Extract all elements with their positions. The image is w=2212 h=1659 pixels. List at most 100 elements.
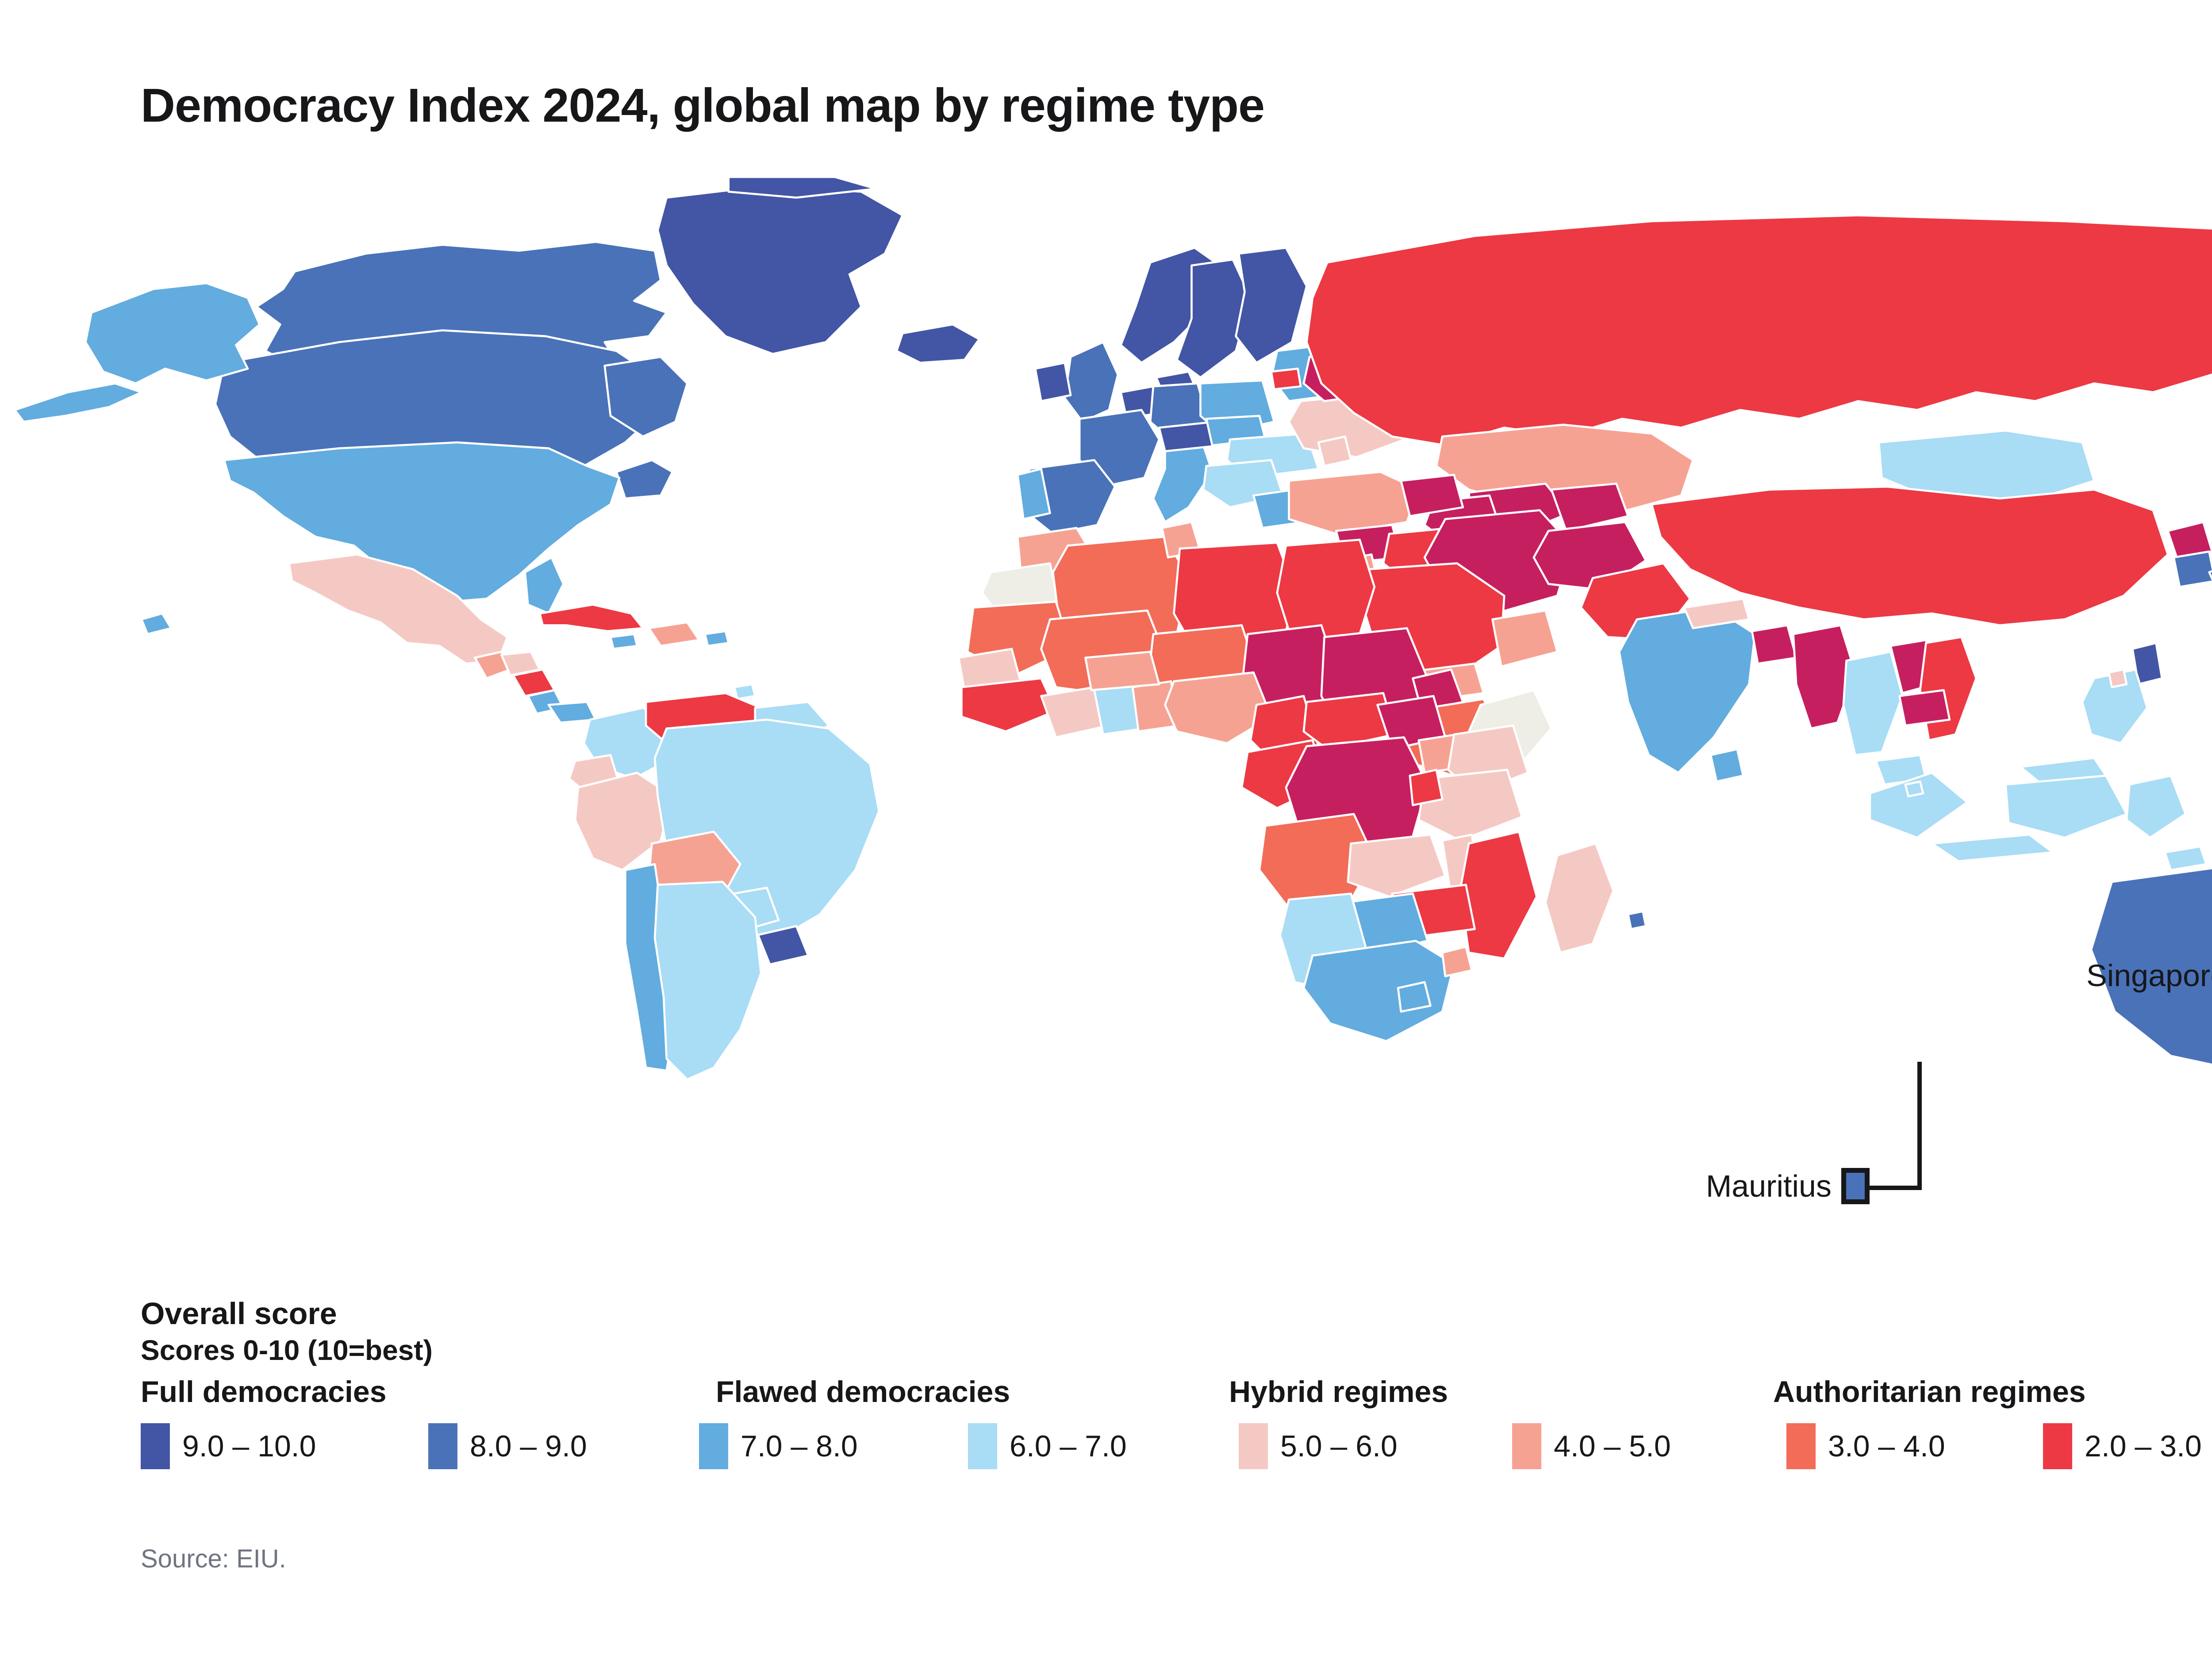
region-myanmar [1792, 624, 1856, 730]
region-mongolia [1878, 430, 2095, 503]
legend-label-8-9: 8.0 – 9.0 [470, 1429, 587, 1463]
region-cambodia [1898, 689, 1951, 727]
region-east-timor [2164, 845, 2208, 871]
legend-label-4-5: 4.0 – 5.0 [1554, 1429, 1671, 1463]
legend-label-2-3: 2.0 – 3.0 [2085, 1429, 2202, 1463]
legend-group-headings: Full democracies Flawed democracies Hybr… [141, 1375, 2212, 1415]
region-cuba [538, 603, 644, 632]
singapore-label: Singapore [2086, 958, 2212, 993]
region-tajikistan-kyrgyzstan [1550, 483, 1629, 532]
legend-group-authoritarian-regimes: Authoritarian regimes [1773, 1375, 2086, 1409]
region-zambia [1347, 833, 1447, 898]
legend-label-9-10: 9.0 – 10.0 [182, 1429, 316, 1463]
region-haiti-dominican [648, 621, 700, 647]
legend-item-6-7[interactable]: 6.0 – 7.0 [968, 1423, 1127, 1469]
region-ireland [1034, 361, 1072, 403]
region-mauritius-dot [1627, 910, 1647, 930]
region-rwanda-burundi [1409, 768, 1444, 806]
legend-swatch-4-5 [1512, 1423, 1541, 1469]
legend-swatches: 9.0 – 10.0 8.0 – 9.0 7.0 – 8.0 6.0 – 7.0… [141, 1423, 2212, 1481]
region-turkey [1288, 471, 1420, 535]
region-aleutians [14, 382, 143, 423]
region-russia-kaliningrad [1270, 368, 1302, 391]
legend-swatch-2-3 [2043, 1423, 2072, 1469]
mauritius-leader [1859, 1062, 1922, 1190]
region-usa-florida [524, 556, 565, 614]
world-choropleth-map [0, 177, 2212, 1305]
region-singapore-dot [1904, 780, 1924, 798]
region-uk [1064, 341, 1119, 423]
legend-item-8-9[interactable]: 8.0 – 9.0 [428, 1423, 587, 1469]
region-mozambique [1459, 830, 1538, 960]
region-south-korea [2173, 550, 2212, 588]
region-indonesia-borneo [2005, 775, 2128, 839]
legend: Overall score Scores 0-10 (10=best) Full… [141, 1296, 2212, 1481]
region-canada-labrador [603, 356, 688, 438]
region-panama [547, 701, 597, 724]
legend-item-7-8[interactable]: 7.0 – 8.0 [699, 1423, 858, 1469]
region-canada-maritimes [615, 459, 674, 499]
legend-subheading: Scores 0-10 (10=best) [141, 1334, 433, 1366]
region-philippines [2081, 668, 2148, 745]
region-uruguay [757, 925, 810, 966]
legend-group-hybrid-regimes: Hybrid regimes [1229, 1375, 1448, 1409]
region-argentina [653, 881, 762, 1081]
region-moldova [1317, 435, 1352, 467]
map-svg [14, 177, 2212, 1081]
region-indonesia-sumatra [1869, 772, 1969, 839]
callout-mauritius: Mauritius [1706, 1168, 1870, 1204]
region-portugal [1016, 468, 1051, 520]
region-sweden [1175, 258, 1252, 379]
region-mexico [288, 553, 509, 665]
legend-item-3-4[interactable]: 3.0 – 4.0 [1786, 1423, 1945, 1469]
region-nepal [1683, 598, 1750, 630]
region-oman-uae [1491, 609, 1559, 668]
region-bangladesh [1751, 624, 1797, 665]
region-burkina-faso [1084, 651, 1160, 691]
legend-group-full-democracies: Full democracies [141, 1375, 387, 1409]
region-india [1618, 607, 1756, 774]
legend-label-6-7: 6.0 – 7.0 [1010, 1429, 1127, 1463]
region-jamaica [609, 633, 638, 650]
source-note: Source: EIU. [141, 1544, 286, 1573]
legend-group-flawed-democracies: Flawed democracies [716, 1375, 1010, 1409]
region-russia [1306, 214, 2212, 446]
legend-swatch-7-8 [699, 1423, 728, 1469]
region-puerto-rico [704, 630, 730, 647]
legend-swatch-8-9 [428, 1423, 457, 1469]
legend-label-3-4: 3.0 – 4.0 [1828, 1429, 1945, 1463]
region-vietnam [1919, 636, 1978, 741]
page-title: Democracy Index 2024, global map by regi… [141, 78, 1265, 132]
mauritius-swatch [1841, 1168, 1870, 1204]
region-iceland [895, 323, 980, 364]
legend-swatch-3-4 [1786, 1423, 1816, 1469]
legend-item-4-5[interactable]: 4.0 – 5.0 [1512, 1423, 1671, 1469]
region-egypt [1276, 538, 1376, 641]
legend-label-5-6: 5.0 – 6.0 [1280, 1429, 1398, 1463]
region-north-korea [2166, 521, 2212, 559]
legend-item-9-10[interactable]: 9.0 – 10.0 [141, 1423, 316, 1469]
region-finland [1235, 246, 1308, 364]
region-japan-south [2208, 570, 2212, 581]
legend-swatch-6-7 [968, 1423, 997, 1469]
region-sri-lanka [1709, 748, 1744, 783]
region-greenland-north [727, 177, 877, 199]
region-indonesia-sulawesi [2125, 775, 2187, 839]
region-peru [574, 772, 674, 871]
legend-swatch-5-6 [1239, 1423, 1268, 1469]
region-georgia-armenia-azerbaijan [1400, 474, 1464, 517]
legend-swatch-9-10 [141, 1423, 170, 1469]
region-usa-hawaii [140, 612, 173, 635]
region-trinidad [733, 683, 757, 700]
region-nigeria [1164, 671, 1272, 745]
legend-heading: Overall score [141, 1296, 337, 1331]
legend-item-5-6[interactable]: 5.0 – 6.0 [1239, 1423, 1398, 1469]
legend-item-2-3[interactable]: 2.0 – 3.0 [2043, 1423, 2202, 1469]
region-eswatini [1441, 945, 1473, 978]
region-greenland [657, 184, 904, 355]
region-madagascar [1544, 842, 1615, 954]
region-thailand [1842, 651, 1904, 756]
region-hong-kong-dot [2108, 668, 2128, 688]
legend-label-7-8: 7.0 – 8.0 [741, 1429, 858, 1463]
